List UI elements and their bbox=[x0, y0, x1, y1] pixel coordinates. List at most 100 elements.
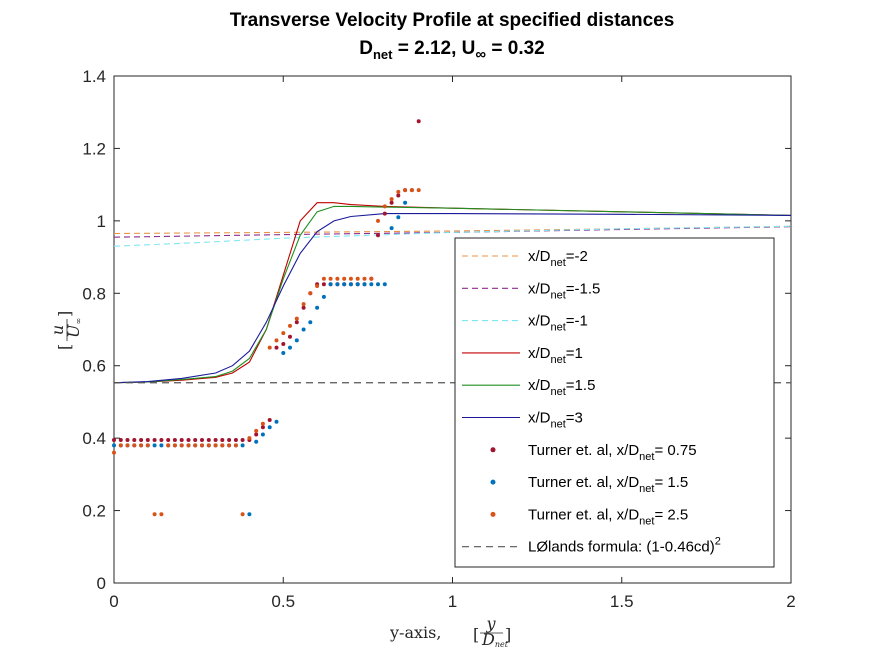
legend-label-5: x/Dnet=1.5 bbox=[528, 377, 595, 398]
scatter-point-1 bbox=[274, 345, 279, 350]
series-scatter bbox=[112, 119, 421, 517]
scatter-point-3 bbox=[389, 197, 394, 202]
scatter-point-2 bbox=[348, 282, 353, 287]
legend-label-1-main: x/D bbox=[528, 248, 551, 265]
scatter-point-3 bbox=[118, 443, 123, 448]
scatter-point-2 bbox=[301, 327, 306, 332]
y-tick-label: 1.2 bbox=[82, 139, 106, 158]
x-axis-label-fraction: [ y Dnet ] bbox=[473, 614, 511, 649]
scatter-point-1 bbox=[376, 233, 380, 238]
scatter-point-1 bbox=[416, 119, 421, 124]
scatter-point-3 bbox=[294, 316, 299, 321]
legend-label-1: x/Dnet=-2 bbox=[528, 248, 588, 269]
legend-label-4-sub: net bbox=[551, 354, 566, 366]
scatter-point-1 bbox=[267, 418, 272, 422]
legend-scatter-label-1-sub: net bbox=[639, 451, 654, 463]
scatter-point-1 bbox=[220, 438, 225, 442]
legend-label-6-suffix: =3 bbox=[566, 410, 583, 427]
x-frac-den-main: D bbox=[481, 630, 495, 649]
legend-label-6-sub: net bbox=[551, 419, 566, 431]
scatter-point-3 bbox=[254, 428, 259, 433]
scatter-point-3 bbox=[132, 443, 137, 448]
legend-reference-main: Ølands formula: (1-0.46cd) bbox=[536, 539, 714, 556]
y-tick-label: 0.4 bbox=[82, 429, 106, 448]
scatter-point-1 bbox=[193, 438, 198, 442]
legend-marker-1 bbox=[490, 447, 496, 453]
scatter-point-3 bbox=[308, 291, 313, 296]
x-bracket-left: [ bbox=[473, 625, 479, 644]
scatter-point-1 bbox=[382, 211, 387, 216]
legend-label-5-suffix: =1.5 bbox=[566, 377, 596, 394]
legend-reference-prefix: L bbox=[528, 539, 536, 556]
scatter-point-1 bbox=[186, 438, 191, 442]
scatter-point-3 bbox=[362, 276, 367, 281]
scatter-point-2 bbox=[281, 351, 286, 355]
y-frac-den: U∞ bbox=[64, 318, 83, 338]
scatter-point-3 bbox=[240, 512, 245, 517]
scatter-point-2 bbox=[294, 338, 299, 343]
x-frac-den: Dnet bbox=[481, 630, 509, 649]
y-frac-den-main: U bbox=[64, 324, 83, 338]
legend-scatter-label-3-suffix: = 2.5 bbox=[654, 506, 688, 523]
scatter-point-2 bbox=[403, 200, 408, 205]
legend-reference-sup: 2 bbox=[715, 536, 721, 548]
legend-label-3: x/Dnet=-1 bbox=[528, 313, 588, 334]
chart-title: Transverse Velocity Profile at specified… bbox=[230, 10, 675, 31]
scatter-point-3 bbox=[233, 443, 238, 448]
legend-scatter-label-2: Turner et. al, x/Dnet= 1.5 bbox=[528, 474, 688, 495]
scatter-point-2 bbox=[308, 320, 313, 325]
legend-label-6: x/Dnet=3 bbox=[528, 410, 583, 431]
scatter-point-2 bbox=[260, 432, 265, 437]
scatter-point-1 bbox=[172, 438, 177, 442]
scatter-point-1 bbox=[288, 334, 292, 339]
scatter-point-1 bbox=[112, 438, 116, 442]
scatter-point-2 bbox=[355, 282, 360, 287]
scatter-point-2 bbox=[315, 305, 320, 310]
scatter-point-1 bbox=[139, 438, 144, 442]
scatter-point-3 bbox=[139, 443, 144, 448]
scatter-point-2 bbox=[267, 425, 272, 430]
x-frac-num: y bbox=[485, 614, 496, 633]
scatter-point-3 bbox=[267, 345, 272, 350]
scatter-point-3 bbox=[193, 443, 198, 448]
scatter-point-3 bbox=[403, 188, 408, 193]
scatter-point-1 bbox=[281, 342, 286, 346]
scatter-point-2 bbox=[376, 282, 380, 287]
scatter-point-3 bbox=[355, 276, 360, 281]
legend-label-3-main: x/D bbox=[528, 313, 551, 330]
scatter-point-3 bbox=[186, 443, 191, 448]
x-axis-label-text: y-axis, bbox=[389, 623, 441, 642]
scatter-point-3 bbox=[206, 443, 211, 448]
scatter-point-3 bbox=[145, 443, 150, 448]
legend-label-2-suffix: =-1.5 bbox=[566, 280, 601, 297]
scatter-point-2 bbox=[112, 443, 116, 448]
scatter-point-3 bbox=[369, 276, 374, 281]
y-tick-label: 0.8 bbox=[82, 284, 106, 303]
legend-scatter-label-2-suffix: = 1.5 bbox=[654, 474, 688, 491]
scatter-point-1 bbox=[301, 305, 306, 310]
subtitle-prefix: D bbox=[359, 38, 373, 59]
y-tick-label: 0.2 bbox=[82, 502, 106, 521]
series-line-3 bbox=[113, 225, 792, 247]
x-bracket-right: ] bbox=[505, 625, 511, 644]
scatter-point-1 bbox=[152, 438, 157, 442]
legend-label-6-main: x/D bbox=[528, 410, 551, 427]
scatter-point-3 bbox=[281, 331, 286, 336]
legend-box bbox=[454, 237, 775, 568]
legend-label-2-sub: net bbox=[551, 289, 566, 301]
scatter-point-1 bbox=[389, 200, 394, 205]
y-bracket-left: [ bbox=[55, 344, 74, 350]
scatter-point-1 bbox=[233, 438, 238, 442]
scatter-point-1 bbox=[294, 320, 299, 325]
scatter-point-1 bbox=[213, 438, 218, 442]
legend-scatter-label-3-main: Turner et. al, x/D bbox=[528, 506, 639, 523]
scatter-point-3 bbox=[301, 302, 306, 307]
scatter-point-1 bbox=[179, 438, 184, 442]
legend-scatter-label-1: Turner et. al, x/Dnet= 0.75 bbox=[528, 442, 697, 463]
y-tick-label: 0 bbox=[97, 574, 106, 593]
scatter-point-1 bbox=[159, 438, 164, 442]
scatter-point-3 bbox=[112, 450, 116, 455]
scatter-point-3 bbox=[152, 512, 157, 517]
legend-label-1-suffix: =-2 bbox=[566, 248, 588, 265]
y-frac-den-sub: ∞ bbox=[74, 318, 83, 325]
